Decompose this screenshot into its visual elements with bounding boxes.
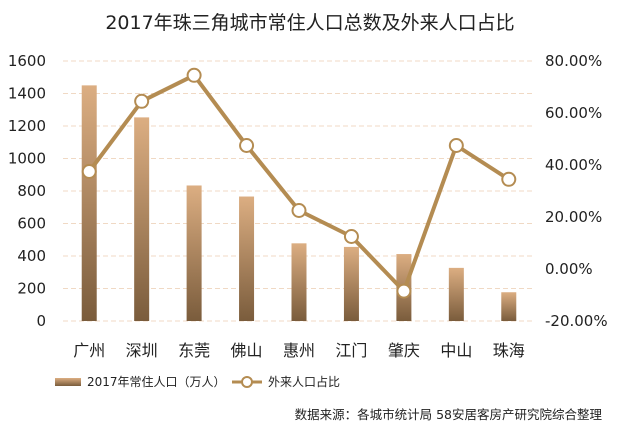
left-tick-label: 200 bbox=[17, 280, 46, 298]
chart-title: 2017年珠三角城市常住人口总数及外来人口占比 bbox=[105, 12, 514, 34]
right-tick-label: 0.00% bbox=[545, 260, 593, 278]
line-point bbox=[501, 171, 517, 187]
legend-bar-label: 2017年常住人口（万人） bbox=[87, 375, 226, 389]
line-point bbox=[239, 138, 255, 153]
line-point bbox=[396, 283, 412, 299]
left-tick-label: 1400 bbox=[8, 85, 46, 103]
bar-series bbox=[81, 85, 517, 321]
legend: 2017年常住人口（万人） 外来人口占比 bbox=[55, 374, 340, 389]
category-label: 肇庆 bbox=[388, 341, 420, 360]
left-axis: 0 200 400 600 800 1000 1200 1400 1600 bbox=[8, 52, 46, 330]
left-tick-label: 1600 bbox=[8, 52, 46, 70]
category-label: 东莞 bbox=[178, 341, 210, 360]
bar bbox=[186, 185, 202, 321]
legend-line-marker bbox=[241, 376, 253, 388]
bar bbox=[134, 117, 150, 321]
line-point bbox=[81, 164, 97, 179]
right-tick-label: 80.00% bbox=[545, 52, 602, 70]
bar bbox=[448, 267, 464, 321]
category-label: 珠海 bbox=[493, 341, 525, 360]
category-label: 佛山 bbox=[231, 341, 263, 360]
category-axis: 广州 深圳 东莞 佛山 惠州 江门 肇庆 中山 珠海 bbox=[73, 341, 525, 360]
legend-line-label: 外来人口占比 bbox=[268, 374, 340, 389]
source-note: 数据来源：各城市统计局 58安居客房产研究院综合整理 bbox=[295, 407, 603, 422]
line-point bbox=[134, 93, 150, 109]
right-tick-label: -20.00% bbox=[545, 312, 608, 330]
left-tick-label: 400 bbox=[17, 247, 46, 265]
left-tick-label: 800 bbox=[17, 182, 46, 200]
bar bbox=[239, 196, 255, 321]
right-axis: -20.00% 0.00% 20.00% 40.00% 60.00% 80.00% bbox=[545, 52, 608, 330]
category-label: 深圳 bbox=[126, 341, 158, 360]
line-point bbox=[186, 67, 202, 83]
bar bbox=[81, 85, 97, 321]
left-tick-label: 0 bbox=[36, 312, 46, 330]
category-label: 中山 bbox=[440, 341, 472, 360]
left-tick-label: 1200 bbox=[8, 117, 46, 135]
left-tick-label: 1000 bbox=[8, 150, 46, 168]
bar bbox=[343, 246, 359, 321]
category-label: 惠州 bbox=[283, 341, 315, 360]
right-tick-label: 60.00% bbox=[545, 104, 602, 122]
bar bbox=[291, 243, 307, 321]
category-label: 广州 bbox=[73, 341, 105, 360]
legend-bar-swatch bbox=[55, 378, 81, 386]
left-tick-label: 600 bbox=[17, 215, 46, 233]
line-point bbox=[291, 203, 307, 218]
bar bbox=[501, 292, 517, 321]
line-series bbox=[81, 67, 517, 299]
line-point bbox=[343, 229, 359, 244]
right-tick-label: 40.00% bbox=[545, 156, 602, 174]
right-tick-label: 20.00% bbox=[545, 208, 602, 226]
category-label: 江门 bbox=[335, 341, 367, 360]
line-point bbox=[448, 138, 464, 153]
